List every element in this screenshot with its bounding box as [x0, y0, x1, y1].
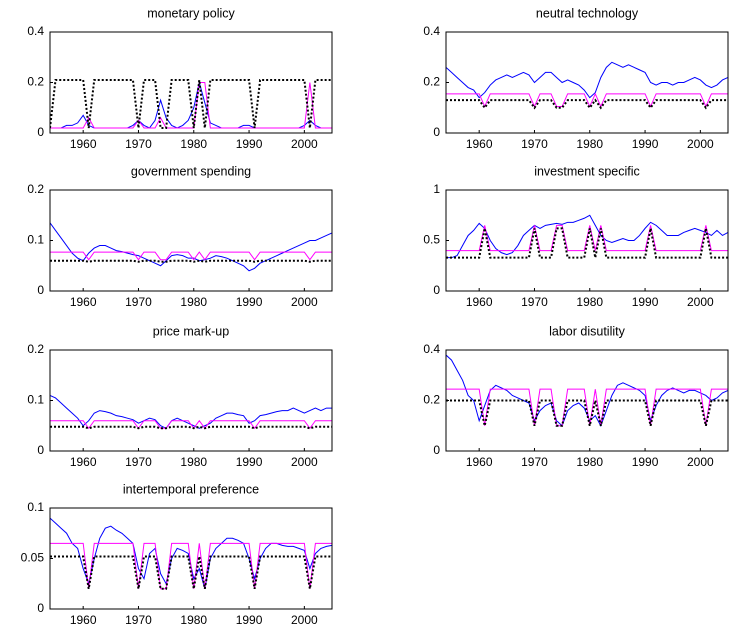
y-tick-label: 0.1	[27, 393, 44, 407]
y-tick-label: 0.2	[27, 342, 44, 356]
panel-title: intertemporal preference	[123, 482, 259, 496]
y-tick-label: 0	[433, 125, 440, 139]
x-tick-label: 1980	[180, 137, 207, 151]
panel: monetary policy 1960 1970 1980 1990 2000 0 0.2 0…	[27, 6, 333, 151]
x-tick-label: 2000	[291, 613, 318, 627]
panel-title: investment specific	[534, 164, 640, 178]
panel: labor disutility 1960 1970 1980 1990 2000 0 0.2…	[423, 324, 729, 469]
x-tick-label: 1960	[70, 137, 97, 151]
x-tick-label: 1990	[236, 137, 263, 151]
series-line	[50, 78, 332, 129]
series-line	[50, 259, 332, 263]
series-line	[446, 92, 728, 108]
series-line	[50, 542, 332, 590]
x-tick-label: 1960	[466, 137, 493, 151]
y-tick-label: 0.2	[423, 75, 440, 89]
x-tick-label: 1960	[70, 455, 97, 469]
series-line	[446, 61, 728, 99]
panel-title: labor disutility	[549, 324, 625, 338]
x-tick-label: 1990	[632, 455, 659, 469]
x-tick-label: 2000	[291, 295, 318, 309]
x-tick-label: 2000	[687, 295, 714, 309]
x-tick-label: 1980	[180, 613, 207, 627]
series-line	[50, 419, 332, 430]
plot-area	[50, 508, 332, 609]
panel-title: neutral technology	[536, 6, 639, 20]
panel-title: government spending	[131, 164, 251, 178]
panel: investment specific 1960 1970 1980 1990 2000 0…	[423, 164, 729, 309]
y-tick-label: 0.2	[27, 75, 44, 89]
y-tick-label: 0	[433, 443, 440, 457]
plot-area	[50, 190, 332, 291]
x-tick-label: 1980	[576, 137, 603, 151]
x-tick-label: 1960	[466, 455, 493, 469]
x-tick-label: 1970	[521, 137, 548, 151]
y-tick-label: 0.4	[423, 24, 440, 38]
x-tick-label: 1970	[125, 613, 152, 627]
series-line	[446, 214, 728, 259]
x-tick-label: 1970	[521, 455, 548, 469]
y-tick-label: 0.1	[27, 233, 44, 247]
y-tick-label: 0	[37, 125, 44, 139]
x-tick-label: 1990	[236, 295, 263, 309]
series-line	[446, 354, 728, 427]
series-line	[50, 555, 332, 590]
y-tick-label: 0	[37, 283, 44, 297]
y-tick-label: 0.05	[21, 551, 45, 565]
x-tick-label: 1980	[576, 295, 603, 309]
series-line	[50, 425, 332, 430]
panel: government spending 1960 1970 1980 1990 2000 0…	[27, 164, 333, 309]
x-tick-label: 1960	[466, 295, 493, 309]
x-tick-label: 1960	[70, 295, 97, 309]
panel: intertemporal preference 1960 1970 1980 1990…	[21, 482, 333, 627]
panel: neutral technology 1960 1970 1980 1990 2000 0 0…	[423, 6, 729, 151]
x-tick-label: 2000	[291, 137, 318, 151]
y-tick-label: 1	[433, 182, 440, 196]
x-tick-label: 1990	[632, 137, 659, 151]
plot-area	[446, 350, 728, 451]
y-tick-label: 0	[433, 283, 440, 297]
x-tick-label: 1980	[180, 295, 207, 309]
series-line	[446, 388, 728, 427]
series-line	[446, 98, 728, 110]
plot-area	[50, 32, 332, 133]
plot-area	[50, 350, 332, 451]
y-tick-label: 0.4	[423, 342, 440, 356]
x-tick-label: 2000	[291, 455, 318, 469]
x-tick-label: 2000	[687, 137, 714, 151]
x-tick-label: 2000	[687, 455, 714, 469]
series-line	[50, 251, 332, 261]
panel: price mark-up 1960 1970 1980 1990 2000 0 0.1 0.2	[27, 324, 333, 469]
y-tick-label: 0	[37, 443, 44, 457]
x-tick-label: 1980	[180, 455, 207, 469]
x-tick-label: 1990	[236, 455, 263, 469]
series-line	[446, 399, 728, 427]
x-tick-label: 1970	[521, 295, 548, 309]
x-tick-label: 1990	[236, 613, 263, 627]
series-line	[446, 224, 728, 252]
panel-title: monetary policy	[147, 6, 235, 20]
x-tick-label: 1960	[70, 613, 97, 627]
x-tick-label: 1970	[125, 137, 152, 151]
y-tick-label: 0.5	[423, 233, 440, 247]
series-line	[50, 82, 332, 129]
x-tick-label: 1970	[125, 455, 152, 469]
y-tick-label: 0	[37, 601, 44, 615]
y-tick-label: 0.4	[27, 24, 44, 38]
y-tick-label: 0.1	[27, 500, 44, 514]
x-tick-label: 1970	[125, 295, 152, 309]
panel-title: price mark-up	[153, 324, 229, 338]
plot-area	[446, 32, 728, 133]
y-tick-label: 0.2	[423, 393, 440, 407]
x-tick-label: 1980	[576, 455, 603, 469]
x-tick-label: 1990	[632, 295, 659, 309]
y-tick-label: 0.2	[27, 182, 44, 196]
